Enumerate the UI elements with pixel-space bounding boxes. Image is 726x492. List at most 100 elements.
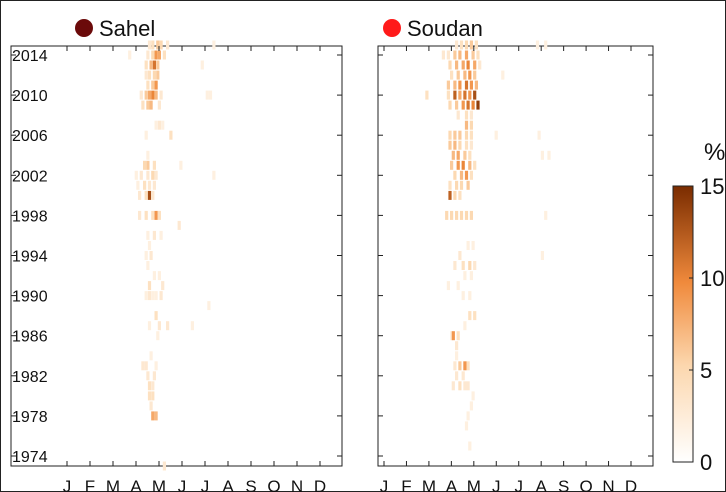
heat-cell xyxy=(146,100,150,110)
heat-cell xyxy=(446,80,450,90)
x-tick-label: N xyxy=(602,477,614,492)
heat-cell xyxy=(456,331,460,341)
heat-cell xyxy=(466,60,470,70)
heat-cell xyxy=(154,311,158,321)
heat-cell xyxy=(177,220,181,230)
heat-cell xyxy=(154,361,158,371)
heat-cell xyxy=(147,321,152,331)
heat-cell xyxy=(471,241,475,250)
heat-cell xyxy=(446,90,450,100)
heat-cell xyxy=(471,50,475,60)
x-tick-label: F xyxy=(85,477,95,492)
heat-cell xyxy=(450,210,454,220)
heat-cell xyxy=(464,210,469,220)
x-tick-label: M xyxy=(152,477,166,492)
heat-cell xyxy=(463,271,467,281)
x-tick-label: D xyxy=(625,477,637,492)
heat-cell xyxy=(205,90,209,100)
heat-cell xyxy=(134,170,138,180)
heat-cell xyxy=(208,90,213,100)
heat-cell xyxy=(157,100,161,110)
heat-cell xyxy=(179,160,183,170)
heat-cell xyxy=(200,60,204,70)
heat-cell xyxy=(190,321,194,331)
heat-cell xyxy=(455,341,459,351)
heat-cell xyxy=(463,70,467,80)
heat-cell xyxy=(151,40,155,50)
soudan-title: Soudan xyxy=(407,16,483,41)
y-tick-label: 2014 xyxy=(12,48,48,65)
heat-cell xyxy=(468,150,472,160)
sahel-title: Sahel xyxy=(99,16,155,41)
heat-cell xyxy=(147,40,152,50)
heat-cell xyxy=(147,70,152,80)
heat-cell xyxy=(463,381,467,391)
heat-cell xyxy=(458,361,462,371)
heat-cell xyxy=(159,230,163,240)
heat-cell xyxy=(466,361,470,371)
heat-cell xyxy=(461,291,465,301)
heat-cell xyxy=(149,351,153,361)
x-tick-label: M xyxy=(106,477,120,492)
x-tick-label: J xyxy=(492,477,501,492)
heat-cell xyxy=(453,50,457,60)
x-tick-label: J xyxy=(178,477,187,492)
heat-cell xyxy=(147,281,152,291)
colorbar: % 15 10 5 0 xyxy=(672,139,725,475)
heat-cell xyxy=(537,130,541,140)
heat-cell xyxy=(456,110,460,120)
heat-cell xyxy=(468,90,472,100)
heat-cell xyxy=(456,150,460,160)
heat-cell xyxy=(143,160,147,170)
heat-cell xyxy=(151,90,155,100)
x-tick-label: S xyxy=(245,477,256,492)
heat-cell xyxy=(451,150,455,160)
soudan-cells xyxy=(425,40,551,451)
x-tick-label: J xyxy=(63,477,72,492)
y-tick-label: 2002 xyxy=(12,168,48,185)
y-tick-label: 1990 xyxy=(12,289,48,306)
heat-cell xyxy=(149,401,153,411)
heat-cell xyxy=(474,40,478,50)
heat-cell xyxy=(141,100,145,110)
heat-cell xyxy=(458,80,462,90)
panel-sahel: Sahel 2014 2010 2006 2002 1998 1994 1990 1986 19… xyxy=(10,16,343,492)
heat-cell xyxy=(151,381,155,391)
colorbar-scale xyxy=(672,185,694,463)
heat-cell xyxy=(473,261,477,270)
x-tick-label: J xyxy=(201,477,210,492)
heat-cell xyxy=(446,50,450,60)
heat-cell xyxy=(151,291,155,301)
heat-cell xyxy=(453,261,457,270)
heat-cell xyxy=(455,100,459,110)
x-tick-label: M xyxy=(467,477,481,492)
heat-cell xyxy=(138,190,142,200)
heat-cell xyxy=(446,281,450,291)
heat-cell xyxy=(151,411,155,421)
heat-cell xyxy=(464,110,469,120)
heat-cell xyxy=(453,361,457,371)
heat-cell xyxy=(144,90,148,100)
heat-cell xyxy=(154,210,158,220)
heat-cell xyxy=(448,190,452,200)
heat-cell xyxy=(154,90,158,100)
heat-cell xyxy=(466,411,470,421)
heat-cell xyxy=(478,60,482,70)
heat-cell xyxy=(464,421,469,431)
y-tick-label: 1986 xyxy=(12,329,48,346)
heat-cell xyxy=(147,90,152,100)
heat-cell xyxy=(461,60,465,70)
soudan-y-axis xyxy=(378,54,653,457)
heat-cell xyxy=(161,120,165,130)
heat-cell xyxy=(455,40,459,50)
heat-cell xyxy=(456,160,460,170)
heat-cell xyxy=(540,251,544,260)
heat-cell xyxy=(425,90,429,100)
heat-cell xyxy=(212,40,216,50)
heat-cell xyxy=(159,291,163,301)
heat-cell xyxy=(144,210,148,220)
heat-cell xyxy=(149,60,153,70)
heat-cell xyxy=(154,50,158,60)
